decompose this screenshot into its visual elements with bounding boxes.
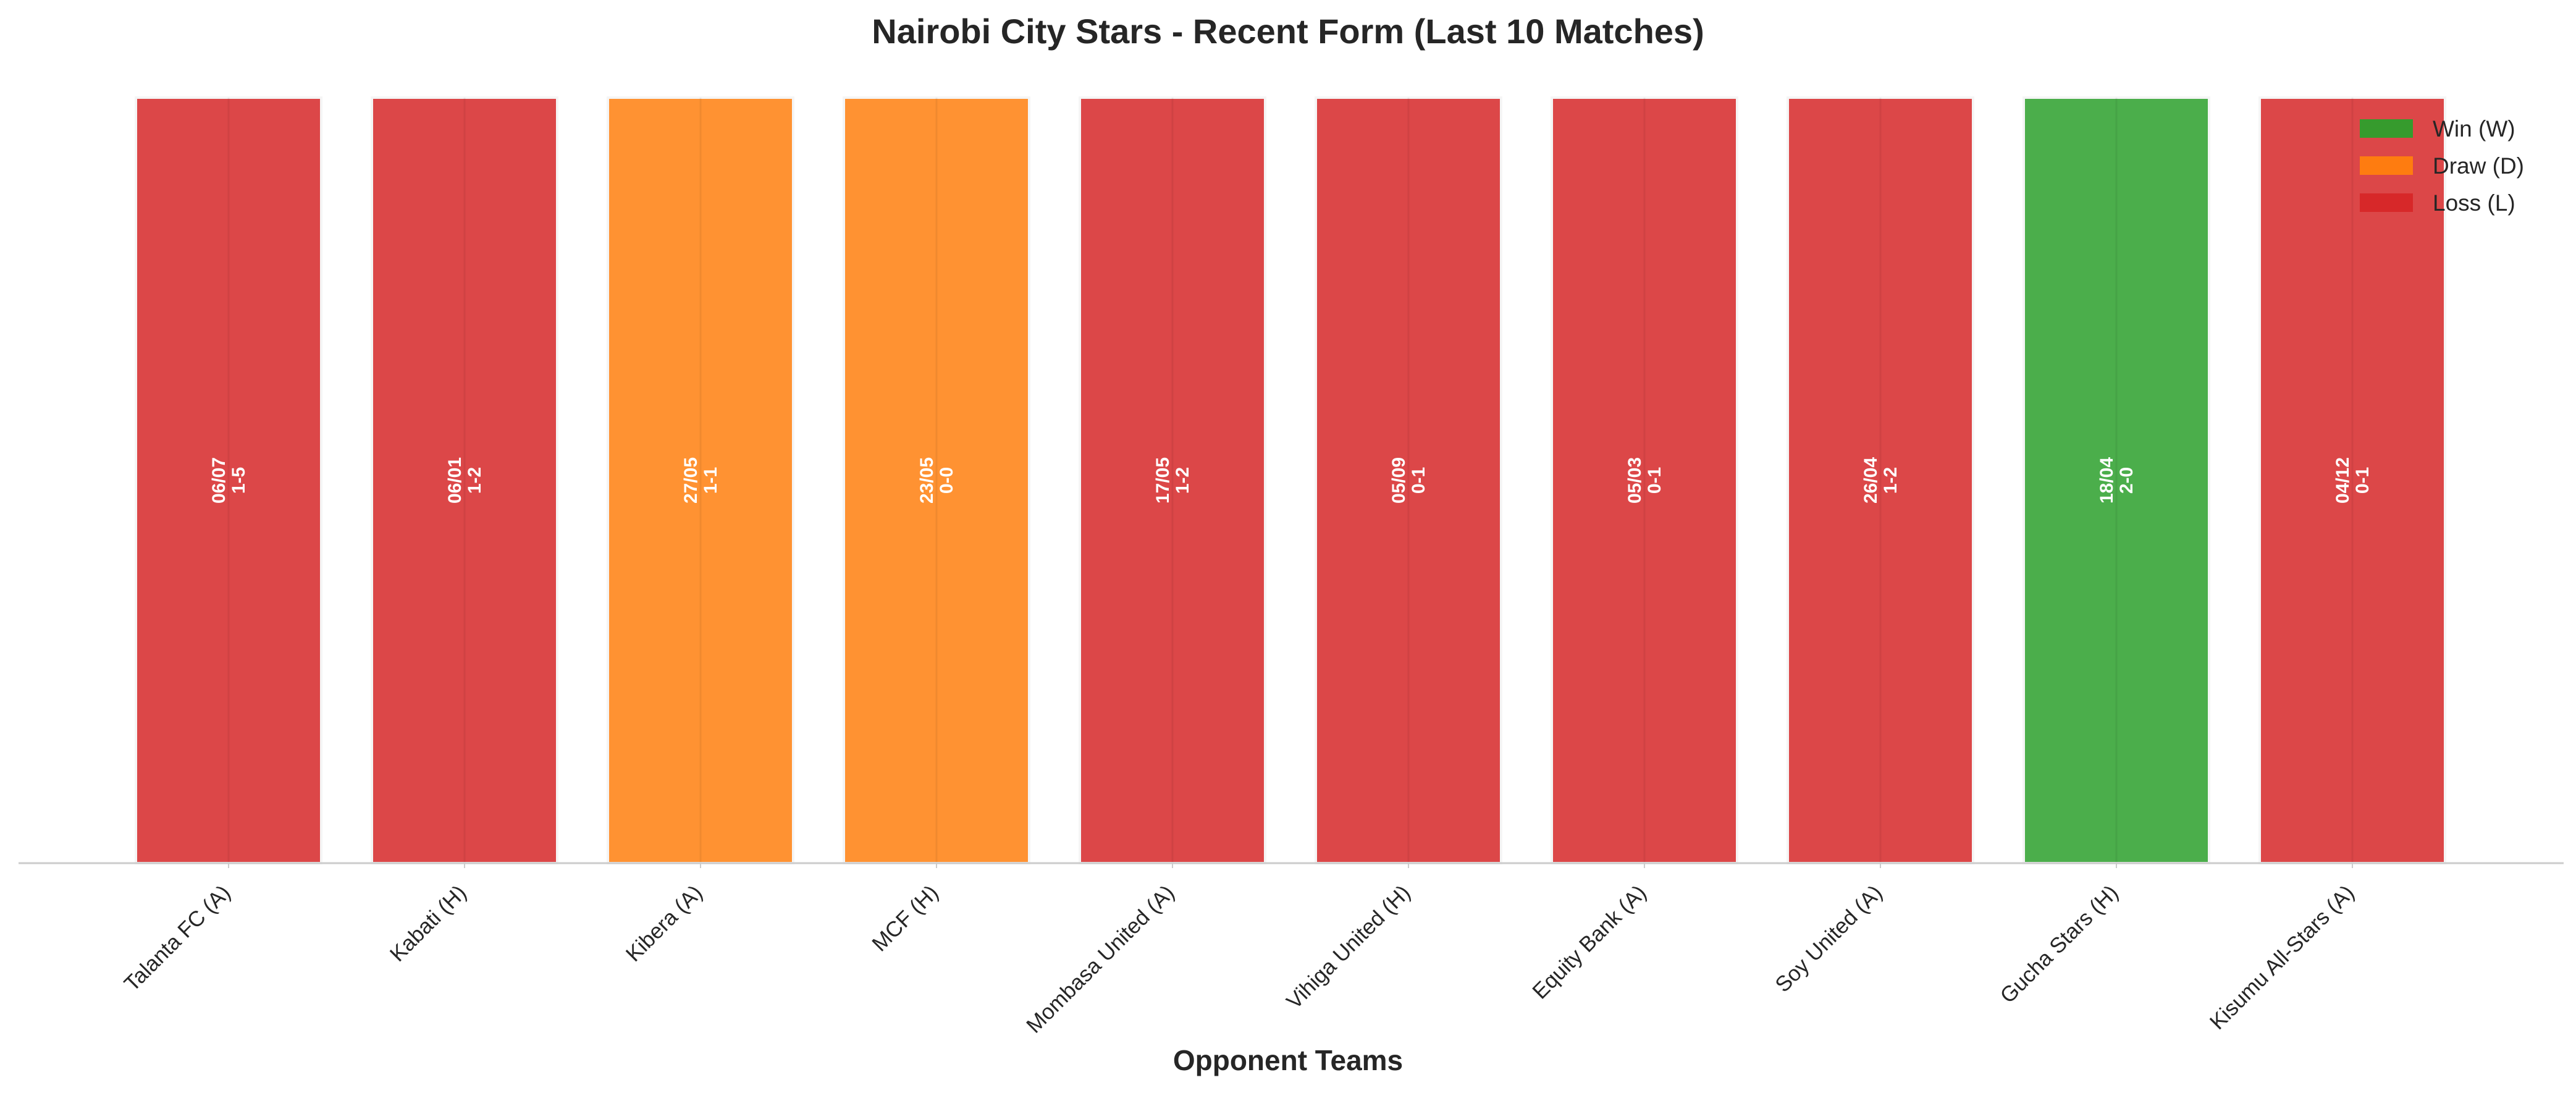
bar-label-3: 27/05 1-1 [681,457,721,504]
bar-5 [1079,96,1266,864]
legend: Win (W) Draw (D) Loss (L) [2360,116,2524,216]
bar-date-label: 06/01 [445,457,465,504]
bar-score-label: 1-1 [701,467,721,494]
bar-date-label: 18/04 [2097,457,2117,504]
bar-date-label: 05/03 [1625,457,1645,504]
bar-date-label: 17/05 [1153,457,1173,504]
bar-10 [2258,96,2446,864]
tick-labels-layer: Talanta FC (A) Kabati (H) Kibera (A) MCF (H… [120,863,2359,1038]
x-axis-label: Opponent Teams [1173,1044,1403,1076]
x-tick-label: Kisumu All-Stars (A) [2205,880,2359,1034]
bar-label-4: 23/05 0-0 [917,457,957,504]
bar-label-1: 06/07 1-5 [209,457,249,504]
x-tick-label: Soy United (A) [1770,880,1887,997]
bar-date-label: 26/04 [1861,457,1881,504]
chart-title: Nairobi City Stars - Recent Form (Last 1… [872,12,1704,51]
bar-score-label: 1-2 [465,467,485,494]
bar-score-label: 2-0 [2116,467,2137,494]
legend-label-d: Draw (D) [2433,153,2524,179]
bar-score-label: 0-1 [1644,467,1665,494]
x-tick-label: Equity Bank (A) [1528,880,1651,1004]
bar-date-label: 05/09 [1389,457,1409,504]
x-tick-label: Vihiga United (H) [1282,880,1415,1014]
legend-swatch-l [2360,193,2413,212]
bar-date-label: 04/12 [2333,457,2353,504]
bar-label-10: 04/12 0-1 [2333,457,2373,504]
bar-2 [371,96,558,864]
bar-score-label: 1-2 [1172,467,1193,494]
bar-score-label: 1-5 [229,467,249,494]
bar-label-5: 17/05 1-2 [1153,457,1193,504]
bar-4 [843,96,1030,864]
bar-3 [607,96,794,864]
x-tick-label: Kibera (A) [621,880,707,966]
bar-score-label: 0-1 [2352,467,2373,494]
bar-date-label: 06/07 [209,457,229,504]
bar-score-label: 0-1 [1408,467,1429,494]
x-tick-label: Gucha Stars (H) [1995,880,2123,1008]
bar-date-label: 23/05 [917,457,937,504]
bars-layer [135,96,2446,864]
bar-label-8: 26/04 1-2 [1861,457,1901,504]
bar-score-label: 0-0 [937,467,957,494]
bar-7 [1551,96,1738,864]
legend-swatch-d [2360,156,2413,175]
legend-label-l: Loss (L) [2433,190,2515,216]
bar-label-9: 18/04 2-0 [2097,457,2137,504]
x-tick-label: Kabati (H) [385,880,471,966]
bar-label-7: 05/03 0-1 [1625,457,1665,504]
bar-8 [1787,96,1974,864]
bar-labels-layer: 06/07 1-5 06/01 1-2 27/05 1-1 23/05 0-0 17/05 1-2… [209,457,2373,504]
bar-6 [1315,96,1502,864]
bar-label-2: 06/01 1-2 [445,457,485,504]
legend-swatch-w [2360,119,2413,138]
x-tick-label: Talanta FC (A) [120,880,235,996]
x-tick-label: Mombasa United (A) [1022,880,1179,1038]
x-tick-label: MCF (H) [867,880,943,956]
legend-label-w: Win (W) [2433,116,2515,141]
bar-1 [135,96,322,864]
bar-date-label: 27/05 [681,457,701,504]
bar-label-6: 05/09 0-1 [1389,457,1429,504]
bar-score-label: 1-2 [1880,467,1901,494]
